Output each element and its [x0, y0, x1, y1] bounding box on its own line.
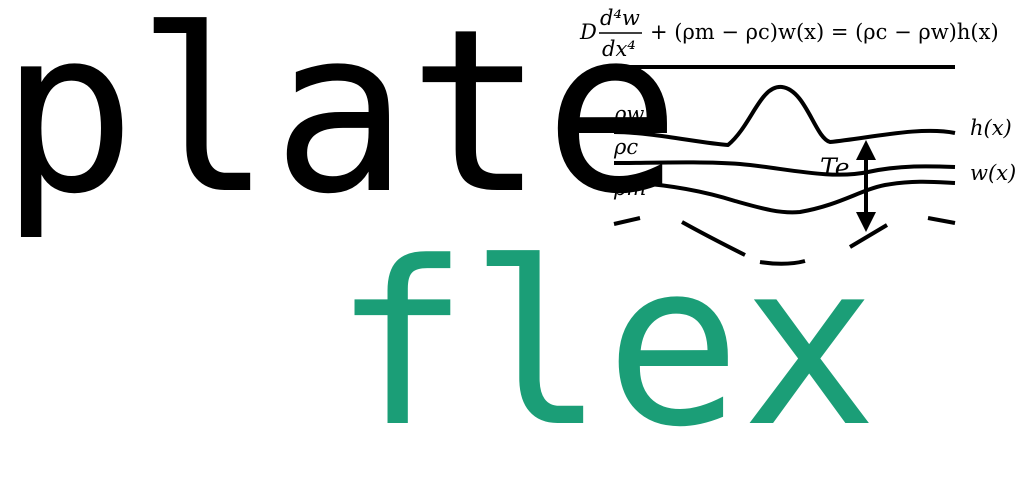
dash-segment	[927, 216, 956, 225]
dash-segment	[848, 223, 889, 249]
equation-rigidity-D: D	[579, 20, 597, 44]
equation-numerator: d⁴w	[600, 6, 640, 30]
load-curve	[613, 85, 956, 147]
label-rho-w: ρw	[613, 102, 644, 126]
dash-segment	[613, 216, 641, 226]
label-w-x: w(x)	[970, 161, 1016, 185]
crust-top-curve	[613, 160, 956, 177]
logo-word-flex: flex	[333, 214, 878, 477]
flexure-equation: D d⁴w dx⁴ + (ρm − ρc)w(x) = (ρc − ρw)h(x…	[579, 6, 999, 61]
crust-base-curve	[613, 179, 956, 215]
equation-denominator: dx⁴	[602, 37, 636, 61]
equation-rest: + (ρm − ρc)w(x) = (ρc − ρw)h(x)	[650, 20, 999, 44]
label-rho-m: ρm	[613, 176, 646, 200]
dashed-boundary	[613, 216, 956, 266]
dash-segment	[759, 259, 806, 266]
label-elastic-thickness: Te	[820, 153, 850, 182]
label-h-x: h(x)	[970, 116, 1012, 140]
dash-segment	[681, 220, 746, 257]
label-rho-c: ρc	[613, 135, 638, 159]
diagram-labels: ρw ρc ρm h(x) w(x) Te	[613, 102, 1016, 200]
logo-word-plate: plate	[0, 0, 681, 244]
